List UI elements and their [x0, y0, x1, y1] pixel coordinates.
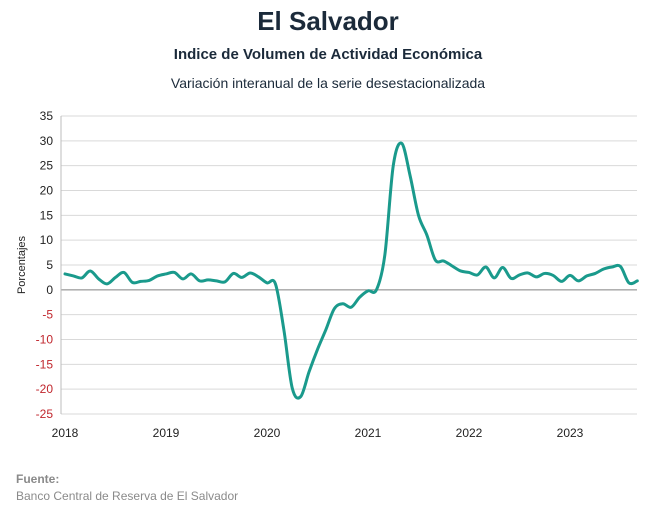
chart-title: El Salvador — [257, 6, 399, 36]
chart-subtitle-secondary: Variación interanual de la serie desesta… — [170, 75, 486, 91]
source-label: Fuente: — [16, 472, 60, 486]
y-tick-label: 25 — [40, 159, 54, 173]
x-tick-labels: 2018 2019 2020 2021 2022 2023 — [52, 426, 584, 440]
y-tick-label: -25 — [36, 407, 54, 421]
source-text: Banco Central de Reserva de El Salvador — [16, 489, 239, 503]
y-tick-label: -5 — [42, 308, 53, 322]
y-tick-label: 20 — [40, 184, 54, 198]
y-tick-label: 10 — [40, 233, 54, 247]
chart-subtitle: Indice de Volumen de Actividad Económica — [173, 46, 483, 63]
series-group — [63, 141, 639, 400]
x-tick-label: 2019 — [153, 426, 180, 440]
y-tick-label: 30 — [40, 134, 54, 148]
x-tick-label: 2022 — [456, 426, 483, 440]
grid-lines — [61, 115, 637, 415]
y-tick-label: 0 — [46, 283, 53, 297]
y-tick-label: -20 — [36, 382, 54, 396]
y-tick-labels: 35 30 25 20 15 10 5 0 -5 -10 -15 -20 -25 — [36, 109, 54, 421]
y-tick-label: 5 — [46, 258, 53, 272]
y-tick-label: 15 — [40, 208, 54, 222]
x-tick-label: 2023 — [557, 426, 584, 440]
x-tick-label: 2018 — [52, 426, 79, 440]
y-tick-label: -15 — [36, 357, 54, 371]
y-tick-label: 35 — [40, 109, 54, 123]
x-tick-label: 2020 — [254, 426, 281, 440]
y-axis-label: Porcentajes — [16, 235, 28, 294]
y-tick-label: -10 — [36, 333, 54, 347]
series-line — [63, 141, 639, 400]
x-tick-label: 2021 — [355, 426, 382, 440]
